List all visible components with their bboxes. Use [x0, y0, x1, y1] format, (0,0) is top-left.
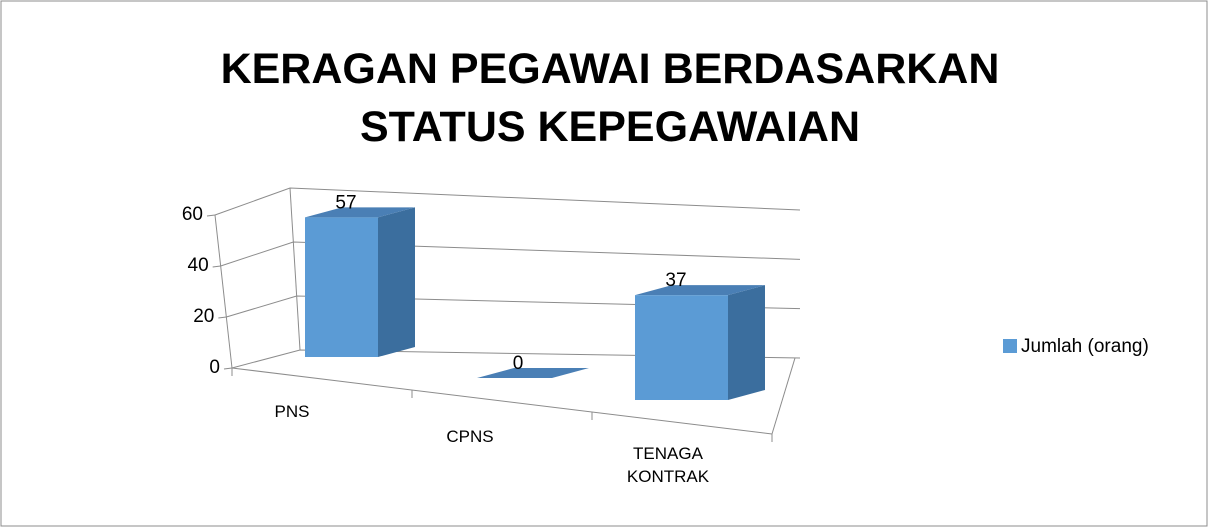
y-axis	[214, 214, 233, 369]
bar-side	[378, 207, 415, 357]
bar-top	[635, 285, 765, 296]
y-tick	[206, 214, 216, 217]
floor-right	[771, 357, 796, 435]
data-label: 37	[665, 270, 686, 291]
x-tick-label: CPNS	[446, 427, 494, 446]
x-tick-label: PNS	[274, 402, 310, 421]
y-tick-label: 0	[209, 357, 220, 378]
x-axis	[231, 367, 773, 435]
y-tick	[223, 367, 233, 370]
chart-title: KERAGAN PEGAWAI BERDASARKAN STATUS KEPEG…	[220, 45, 1000, 151]
y-tick	[218, 316, 227, 319]
y-tick	[212, 265, 221, 268]
legend-label: Jumlah (orang)	[1021, 336, 1149, 357]
bar	[635, 295, 728, 400]
bar-top	[477, 368, 589, 378]
left-wall-edge	[289, 187, 301, 351]
legend-swatch	[1003, 339, 1017, 353]
bar-top	[305, 207, 415, 218]
y-tick-label: 60	[182, 204, 203, 225]
y-tick-label: 20	[193, 306, 214, 327]
data-label: 57	[335, 192, 356, 213]
bar-side	[728, 285, 765, 400]
bar	[305, 217, 378, 357]
y-tick-label: 40	[188, 255, 209, 276]
data-label: 0	[513, 353, 524, 374]
x-tick-label: TENAGA KONTRAK	[626, 444, 710, 486]
